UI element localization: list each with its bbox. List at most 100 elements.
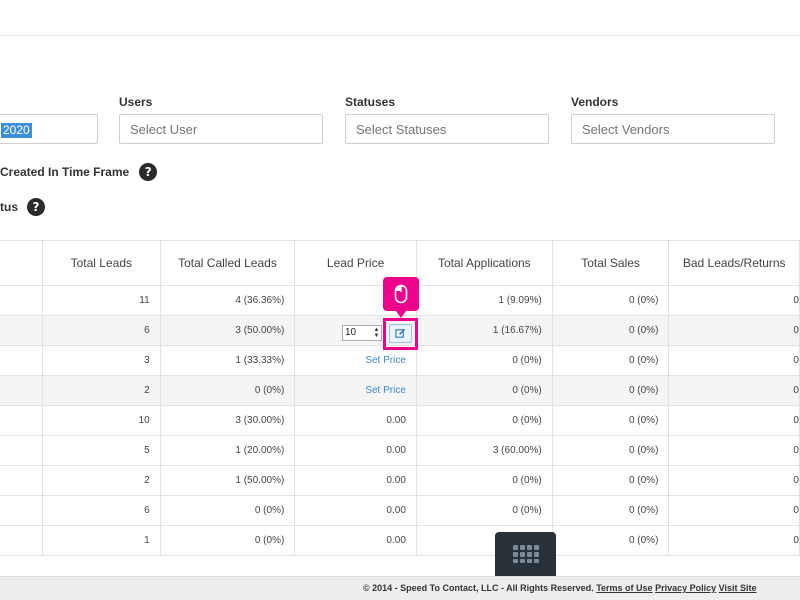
created-in-time-frame-label: Created In Time Frame [0,165,130,179]
sales-cell: 0 (0%) [551,285,670,316]
sales-cell: 0 (0%) [551,405,670,436]
applications-cell: 0 (0%) [415,345,553,376]
column-header-total-leads[interactable]: Total Leads [41,240,161,286]
column-header [0,240,43,286]
applications-cell: 0 (0%) [415,405,553,436]
bad-leads-cell: 0 [668,525,800,556]
applications-cell: 1 (9.09%) [415,285,553,316]
table-row: 5 1 (20.00%) 0.00 3 (60.00%) 0 (0%) 0 [0,435,800,466]
visit-site-link[interactable]: Visit Site [718,583,757,593]
table-cell [0,375,43,406]
lead-price-input-value: 10 [345,327,357,338]
sales-cell: 0 (0%) [551,315,670,346]
column-header-total-sales[interactable]: Total Sales [551,240,670,286]
sales-cell: 0 (0%) [551,465,670,496]
date-range-value: 2020 [1,123,32,138]
bad-leads-cell: 0 [668,435,800,466]
total-leads-cell: 6 [41,495,161,526]
users-select[interactable] [119,114,323,144]
table-header-row: Total Leads Total Called Leads Lead Pric… [0,240,800,286]
copyright-text: © 2014 - Speed To Contact, LLC - All Rig… [363,583,594,593]
total-leads-cell: 6 [41,315,161,346]
bad-leads-cell: 0 [668,345,800,376]
app-launcher-button[interactable] [495,532,556,576]
lead-price-cell: 0.00 [294,525,417,556]
applications-cell: 1 (16.67%) [415,315,553,346]
total-leads-cell: 2 [41,465,161,496]
table-row: 2 1 (50.00%) 0.00 0 (0%) 0 (0%) 0 [0,465,800,496]
vendors-select[interactable] [571,114,775,144]
applications-cell: 0 (0%) [415,375,553,406]
total-leads-cell: 11 [41,285,161,316]
mouse-icon [394,284,408,304]
table-row: 10 3 (30.00%) 0.00 0 (0%) 0 (0%) 0 [0,405,800,436]
table-row: 3 1 (33.33%) Set Price 0 (0%) 0 (0%) 0 [0,345,800,376]
privacy-policy-link[interactable]: Privacy Policy [655,583,717,593]
status-option[interactable]: tus ? [0,198,45,216]
total-leads-cell: 5 [41,435,161,466]
bad-leads-cell: 0 [668,375,800,406]
question-circle-icon[interactable]: ? [139,163,158,181]
lead-price-cell: 0.00 [294,495,417,526]
applications-cell: 0 (0%) [415,495,553,526]
table-cell [0,285,43,316]
column-header-bad-leads-returns[interactable]: Bad Leads/Returns [668,240,800,286]
table-cell [0,345,43,376]
bad-leads-cell: 0 [668,465,800,496]
top-bar [0,0,800,36]
statuses-select[interactable] [345,114,549,144]
footer: © 2014 - Speed To Contact, LLC - All Rig… [0,576,800,600]
click-highlight [383,318,418,350]
sales-cell: 0 (0%) [551,525,670,556]
bad-leads-cell: 0 [668,285,800,316]
bad-leads-cell: 0 [668,405,800,436]
terms-of-use-link[interactable]: Terms of Use [596,583,653,593]
statuses-label: Statuses [345,95,396,109]
table-cell [0,495,43,526]
date-range-input[interactable]: 2020 [0,114,98,144]
total-called-cell: 4 (36.36%) [159,285,296,316]
total-called-cell: 1 (20.00%) [159,435,296,466]
total-called-cell: 1 (50.00%) [159,465,296,496]
sales-cell: 0 (0%) [551,375,670,406]
table-cell [0,315,43,346]
column-header-total-called-leads[interactable]: Total Called Leads [159,240,296,286]
table-row: 2 0 (0%) Set Price 0 (0%) 0 (0%) 0 [0,375,800,406]
table-cell [0,405,43,436]
lead-price-cell: Set Price [294,345,417,376]
set-price-link[interactable]: Set Price [365,385,406,396]
sales-cell: 0 (0%) [551,495,670,526]
bad-leads-cell: 0 [668,315,800,346]
lead-price-cell: 0.00 [294,435,417,466]
leads-table: Total Leads Total Called Leads Lead Pric… [0,240,800,556]
table-cell [0,465,43,496]
footer-text: © 2014 - Speed To Contact, LLC - All Rig… [363,583,757,593]
total-called-cell: 1 (33.33%) [159,345,296,376]
table-cell [0,435,43,466]
sales-cell: 0 (0%) [551,345,670,376]
total-called-cell: 0 (0%) [159,495,296,526]
question-circle-icon[interactable]: ? [27,198,45,216]
total-leads-cell: 2 [41,375,161,406]
total-leads-cell: 10 [41,405,161,436]
status-option-label: tus [0,200,18,214]
applications-cell: 3 (60.00%) [415,435,553,466]
lead-price-input[interactable]: 10 ▲ ▼ [342,325,382,341]
total-called-cell: 3 (50.00%) [159,315,296,346]
lead-price-cell: 0.00 [294,405,417,436]
sales-cell: 0 (0%) [551,435,670,466]
save-price-button[interactable] [389,324,412,343]
vendors-label: Vendors [571,95,619,109]
grid-icon [512,545,539,563]
lead-price-cell: 0.00 [294,465,417,496]
set-price-link[interactable]: Set Price [365,355,406,366]
total-called-cell: 0 (0%) [159,525,296,556]
number-spinner-icon[interactable]: ▲ ▼ [373,327,380,339]
table-cell [0,525,43,556]
applications-cell: 0 (0%) [415,465,553,496]
created-in-time-frame-option[interactable]: Created In Time Frame ? [0,163,158,181]
users-label: Users [119,95,153,109]
column-header-total-applications[interactable]: Total Applications [415,240,553,286]
edit-icon [395,328,406,338]
total-leads-cell: 1 [41,525,161,556]
